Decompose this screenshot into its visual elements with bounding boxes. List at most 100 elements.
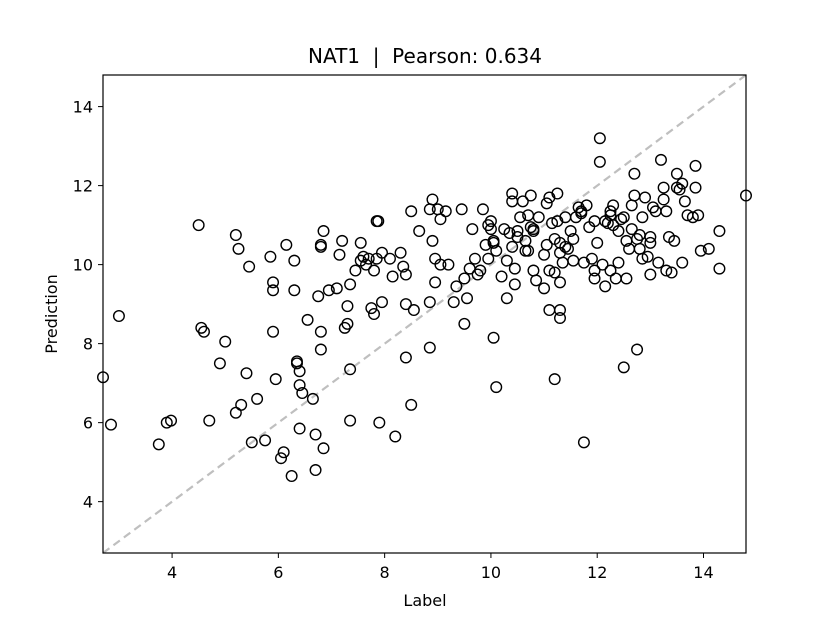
scatter-point bbox=[482, 252, 495, 265]
scatter-point bbox=[506, 187, 519, 200]
scatter-point bbox=[375, 246, 388, 259]
scatter-point bbox=[251, 392, 264, 405]
scatter-point bbox=[580, 199, 593, 212]
scatter-point bbox=[657, 193, 670, 206]
scatter-point bbox=[601, 217, 614, 230]
scatter-point bbox=[439, 205, 452, 218]
scatter-point bbox=[344, 414, 357, 427]
scatter-point bbox=[368, 264, 381, 277]
scatter-point bbox=[277, 446, 290, 459]
scatter-point bbox=[617, 361, 630, 374]
scatter-point bbox=[673, 183, 686, 196]
scatter-point bbox=[554, 304, 567, 317]
scatter-point bbox=[357, 250, 370, 263]
scatter-point bbox=[309, 428, 322, 441]
y-tick-label: 14 bbox=[73, 98, 93, 117]
scatter-point bbox=[540, 238, 553, 251]
scatter-point bbox=[447, 296, 460, 309]
scatter-point bbox=[399, 351, 412, 364]
scatter-point bbox=[341, 317, 354, 330]
scatter-point bbox=[394, 246, 407, 259]
scatter-point bbox=[546, 217, 559, 230]
scatter-point bbox=[240, 367, 253, 380]
scatter-point bbox=[104, 418, 117, 431]
scatter-point bbox=[362, 252, 375, 265]
scatter-point bbox=[540, 197, 553, 210]
scatter-point bbox=[577, 436, 590, 449]
x-axis-ticks: 4 6 8 10 12 14 bbox=[167, 553, 714, 582]
scatter-point bbox=[373, 416, 386, 429]
scatter-point bbox=[293, 379, 306, 392]
scatter-point bbox=[461, 292, 474, 305]
scatter-point bbox=[474, 264, 487, 277]
scatter-point bbox=[604, 205, 617, 218]
x-tick-label: 6 bbox=[273, 563, 283, 582]
scatter-point bbox=[654, 153, 667, 166]
scatter-point bbox=[165, 414, 178, 427]
scatter-point bbox=[293, 365, 306, 378]
scatter-point bbox=[192, 219, 205, 232]
scatter-point bbox=[612, 225, 625, 238]
scatter-point bbox=[458, 272, 471, 285]
scatter-point bbox=[296, 387, 309, 400]
scatter-point bbox=[330, 282, 343, 295]
scatter-point bbox=[657, 181, 670, 194]
scatter-point bbox=[628, 189, 641, 202]
scatter-point bbox=[524, 189, 537, 202]
y-tick-label: 8 bbox=[83, 335, 93, 354]
scatter-point bbox=[267, 284, 280, 297]
scatter-point bbox=[554, 311, 567, 324]
scatter-point bbox=[591, 236, 604, 249]
scatter-point bbox=[556, 256, 569, 269]
scatter-point bbox=[267, 325, 280, 338]
scatter-point bbox=[413, 225, 426, 238]
scatter-point bbox=[660, 264, 673, 277]
scatter-point bbox=[243, 260, 256, 273]
scatter-point bbox=[312, 290, 325, 303]
scatter-point bbox=[245, 436, 258, 449]
scatter-point bbox=[399, 268, 412, 281]
y-tick-label: 10 bbox=[73, 256, 93, 275]
scatter-point bbox=[476, 203, 489, 216]
scatter-point bbox=[607, 199, 620, 212]
scatter-point bbox=[405, 398, 418, 411]
scatter-point bbox=[527, 223, 540, 236]
scatter-point bbox=[689, 159, 702, 172]
scatter-point bbox=[538, 282, 551, 295]
scatter-point bbox=[423, 296, 436, 309]
scatter-point bbox=[527, 264, 540, 277]
scatter-point bbox=[399, 298, 412, 311]
scatter-point bbox=[306, 392, 319, 405]
scatter-point bbox=[678, 195, 691, 208]
scatter-point bbox=[372, 215, 385, 228]
scatter-point bbox=[314, 343, 327, 356]
scatter-point bbox=[314, 240, 327, 253]
scatter-point bbox=[530, 274, 543, 287]
scatter-point bbox=[522, 244, 535, 257]
chart-title: NAT1 | Pearson: 0.634 bbox=[308, 44, 542, 68]
scatter-point bbox=[301, 313, 314, 326]
scatter-point bbox=[269, 373, 282, 386]
scatter-point bbox=[219, 335, 232, 348]
scatter-point bbox=[567, 254, 580, 267]
scatter-point bbox=[423, 341, 436, 354]
scatter-point bbox=[519, 244, 532, 257]
scatter-point bbox=[692, 209, 705, 222]
x-tick-label: 4 bbox=[167, 563, 177, 582]
scatter-point bbox=[317, 442, 330, 455]
scatter-point bbox=[336, 234, 349, 247]
scatter-point bbox=[508, 262, 521, 275]
scatter-point bbox=[426, 193, 439, 206]
scatter-point bbox=[508, 278, 521, 291]
scatter-point bbox=[285, 469, 298, 482]
scatter-point bbox=[468, 252, 481, 265]
scatter-point bbox=[615, 213, 628, 226]
scatter-point bbox=[375, 296, 388, 309]
scatter-point bbox=[344, 278, 357, 291]
scatter-point bbox=[152, 438, 165, 451]
scatter-point bbox=[458, 317, 471, 330]
scatter-point bbox=[676, 256, 689, 269]
scatter-point bbox=[713, 262, 726, 275]
scatter-point bbox=[561, 242, 574, 255]
scatter-point bbox=[500, 254, 513, 267]
